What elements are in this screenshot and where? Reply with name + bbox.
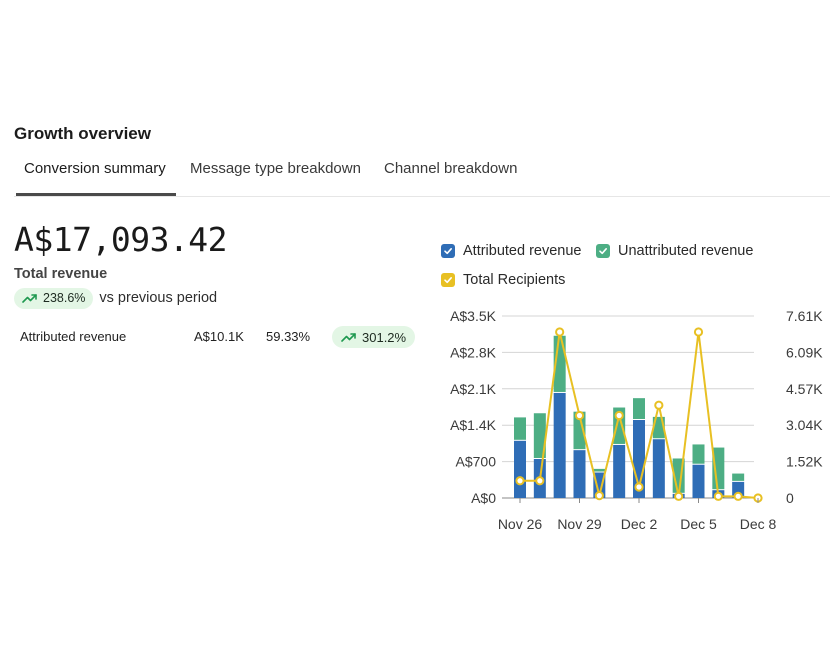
bar-unattributed-revenue: [533, 413, 546, 458]
point-total-recipients: [674, 491, 684, 501]
y-axis-right-tick-label: 1.52K: [786, 454, 823, 470]
point-total-recipients: [634, 482, 644, 492]
breakdown-row-label: Attributed revenue: [20, 329, 127, 344]
y-axis-right-tick-label: 0: [786, 490, 794, 506]
point-total-recipients: [535, 476, 545, 486]
y-axis-left-tick-label: A$1.4K: [450, 417, 497, 433]
tab-bar: Conversion summary Message type breakdow…: [14, 158, 830, 197]
trending-up-icon: [341, 333, 356, 342]
y-axis-right-tick-label: 7.61K: [786, 308, 823, 324]
active-tab-indicator: [16, 193, 176, 196]
total-revenue-change: 238.6% vs previous period: [14, 287, 217, 309]
change-badge: 238.6%: [14, 287, 94, 309]
legend-label: Unattributed revenue: [618, 243, 754, 259]
x-axis-tick-label: Dec 2: [621, 516, 658, 532]
y-axis-right-tick-label: 6.09K: [786, 344, 823, 360]
point-total-recipients: [555, 327, 565, 337]
tab-channel-breakdown[interactable]: Channel breakdown: [384, 160, 518, 177]
point-total-recipients: [594, 491, 604, 501]
tab-message-type-breakdown[interactable]: Message type breakdown: [190, 160, 361, 177]
point-total-recipients: [574, 410, 585, 421]
bar-attributed-revenue: [553, 392, 566, 498]
bar-unattributed-revenue: [593, 468, 606, 472]
point-total-recipients: [713, 491, 723, 501]
comparison-text: vs previous period: [99, 290, 218, 306]
bar-attributed-revenue: [652, 439, 665, 498]
bar-unattributed-revenue: [573, 411, 586, 450]
legend-unattributed-revenue[interactable]: Unattributed revenue: [596, 243, 753, 259]
legend-total-recipients[interactable]: Total Recipients: [441, 272, 565, 288]
change-value: 301.2%: [362, 329, 407, 345]
bar-unattributed-revenue: [514, 417, 526, 440]
checkbox-icon[interactable]: [596, 244, 610, 258]
breakdown-row-change: 301.2%: [332, 326, 416, 348]
bar-attributed-revenue: [573, 450, 586, 498]
bar-unattributed-revenue: [553, 335, 566, 392]
change-value: 238.6%: [43, 291, 86, 305]
y-axis-left-tick-label: A$0: [471, 490, 496, 506]
y-axis-left-tick-label: A$2.1K: [450, 381, 497, 397]
bar-unattributed-revenue: [692, 444, 705, 464]
x-axis-tick-label: Nov 26: [498, 516, 543, 532]
point-total-recipients: [614, 410, 624, 421]
y-axis-left-tick-label: A$3.5K: [450, 308, 497, 324]
x-axis-tick-label: Dec 8: [740, 516, 777, 532]
y-axis-right-tick-label: 4.57K: [786, 381, 823, 397]
legend-label: Total Recipients: [463, 272, 566, 288]
breakdown-row-percent: 59.33%: [266, 329, 311, 344]
bar-unattributed-revenue: [732, 473, 745, 481]
point-total-recipients: [693, 327, 704, 337]
total-revenue-label: Total revenue: [14, 266, 108, 282]
x-axis-tick-label: Nov 29: [557, 516, 602, 532]
bar-attributed-revenue: [514, 440, 526, 498]
point-total-recipients: [654, 400, 664, 410]
change-badge: 301.2%: [332, 326, 416, 348]
bar-unattributed-revenue: [633, 398, 645, 419]
x-axis-tick-label: Dec 5: [680, 516, 717, 532]
point-total-recipients: [515, 476, 525, 486]
point-total-recipients: [733, 491, 743, 501]
y-axis-left-tick-label: A$700: [456, 454, 497, 470]
bar-attributed-revenue: [613, 444, 626, 498]
tab-conversion-summary[interactable]: Conversion summary: [24, 160, 166, 177]
total-revenue-value: A$17,093.42: [14, 220, 228, 259]
trending-up-icon: [22, 294, 37, 303]
checkbox-icon[interactable]: [441, 273, 455, 287]
breakdown-row-amount: A$10.1K: [194, 329, 244, 344]
page-title: Growth overview: [14, 124, 151, 143]
legend-attributed-revenue[interactable]: Attributed revenue: [441, 243, 582, 259]
y-axis-left-tick-label: A$2.8K: [450, 344, 497, 360]
bar-attributed-revenue: [593, 472, 606, 498]
y-axis-right-tick-label: 3.04K: [786, 417, 823, 433]
legend-label: Attributed revenue: [463, 243, 582, 259]
revenue-chart: A$0 0 A$700 1.52K A$1.4K 3.04K A$2.1K 4.57K A$2.…: [450, 308, 823, 532]
checkbox-icon[interactable]: [441, 244, 455, 258]
bar-attributed-revenue: [692, 464, 705, 498]
